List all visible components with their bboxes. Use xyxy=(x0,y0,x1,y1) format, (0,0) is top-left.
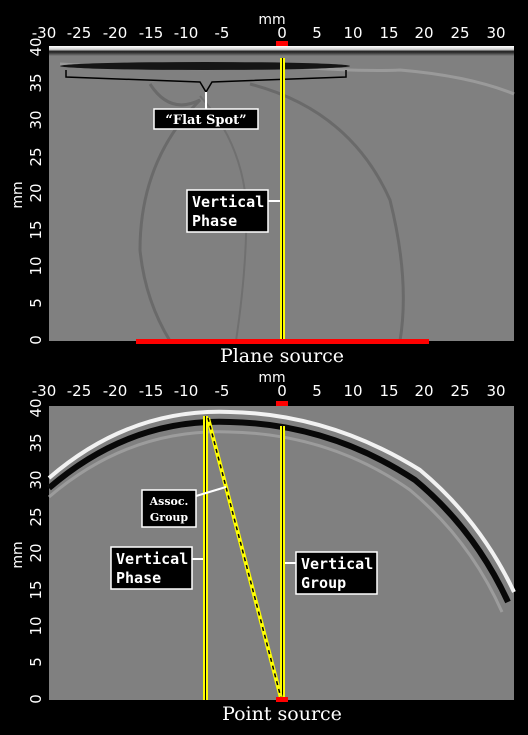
top-x-tick: 15 xyxy=(379,24,398,42)
top-x-tick-labels: -30 -25 -20 -15 -10 -5 0 5 10 15 20 25 3… xyxy=(32,24,506,42)
bottom-x-tick-labels: -30 -25 -20 -15 -10 -5 0 5 10 15 20 25 3… xyxy=(32,382,506,400)
top-x-tick: 20 xyxy=(414,24,433,42)
top-y-tick: 5 xyxy=(27,298,45,308)
bottom-x-tick: -20 xyxy=(103,382,128,400)
top-y-tick: 40 xyxy=(27,37,45,56)
bottom-x-tick: -5 xyxy=(215,382,230,400)
bottom-vertical-phase-text-2: Phase xyxy=(116,569,161,587)
bottom-vertical-phase-text-1: Vertical xyxy=(116,550,188,568)
bottom-x-tick: 30 xyxy=(486,382,505,400)
top-flat-spot xyxy=(60,62,350,70)
assoc-group-line-dash xyxy=(207,417,282,699)
top-y-axis-label: mm xyxy=(10,181,26,208)
bottom-y-tick: 25 xyxy=(27,507,45,526)
bottom-x-tick: -10 xyxy=(174,382,199,400)
top-x-tick: -20 xyxy=(103,24,128,42)
bottom-y-tick: 35 xyxy=(27,433,45,452)
bottom-vertical-group-label: Vertical Group xyxy=(295,551,378,595)
assoc-group-label: Assoc. Group xyxy=(141,489,197,528)
bottom-vertical-group-text-2: Group xyxy=(301,574,346,592)
top-y-tick: 30 xyxy=(27,110,45,129)
top-y-tick: 25 xyxy=(27,147,45,166)
assoc-group-text-1: Assoc. xyxy=(149,495,189,508)
flat-spot-label: “Flat Spot” xyxy=(153,108,259,130)
assoc-group-pointer xyxy=(195,486,227,497)
plane-source-bar xyxy=(136,339,429,344)
top-panel: mm -30 -25 -20 -15 -10 -5 0 5 10 15 20 2… xyxy=(10,12,515,367)
top-x-tick: -30 xyxy=(32,24,57,42)
top-plane-wavefront xyxy=(49,46,514,56)
bottom-wavefront-dark xyxy=(47,418,511,604)
top-y-tick: 10 xyxy=(27,256,45,275)
top-center-marker xyxy=(276,41,288,46)
top-x-tick: 5 xyxy=(312,24,322,42)
bottom-wavefront-white xyxy=(47,409,516,593)
bottom-center-marker xyxy=(276,401,288,406)
bottom-y-axis-label: mm xyxy=(10,541,26,568)
bottom-vertical-phase-label: Vertical Phase xyxy=(110,546,193,590)
point-source-marker xyxy=(276,697,288,702)
top-y-tick: 15 xyxy=(27,220,45,239)
top-y-tick: 0 xyxy=(27,335,45,345)
bottom-x-tick: 20 xyxy=(414,382,433,400)
bottom-x-tick: 15 xyxy=(379,382,398,400)
bottom-y-tick: 40 xyxy=(27,398,45,417)
top-x-tick: 0 xyxy=(277,24,287,42)
top-y-tick: 35 xyxy=(27,73,45,92)
bottom-x-tick: 10 xyxy=(343,382,362,400)
top-vertical-phase-text-1: Vertical xyxy=(192,193,264,211)
assoc-group-text-2: Group xyxy=(150,511,189,524)
top-diffraction-arc xyxy=(249,82,405,342)
top-x-tick: 10 xyxy=(343,24,362,42)
top-y-axis: mm 0 5 10 15 20 25 30 35 40 xyxy=(10,37,45,344)
bottom-x-axis-label: mm xyxy=(258,370,285,386)
flat-spot-text: “Flat Spot” xyxy=(165,113,246,128)
bottom-y-tick: 0 xyxy=(27,694,45,704)
bottom-x-tick: -15 xyxy=(139,382,164,400)
top-x-axis-label: mm xyxy=(258,12,285,28)
top-x-tick: -15 xyxy=(139,24,164,42)
bottom-y-axis: mm 0 5 10 15 20 25 30 35 40 xyxy=(10,398,45,703)
bottom-y-tick: 30 xyxy=(27,470,45,489)
bottom-y-tick: 5 xyxy=(27,657,45,667)
bottom-x-tick: 25 xyxy=(450,382,469,400)
top-x-tick: -25 xyxy=(67,24,92,42)
bottom-x-tick: -30 xyxy=(32,382,57,400)
bottom-caption: Point source xyxy=(222,703,342,725)
bottom-x-tick: -25 xyxy=(67,382,92,400)
top-x-tick: 30 xyxy=(486,24,505,42)
bottom-y-tick: 20 xyxy=(27,543,45,562)
top-vertical-phase-label: Vertical Phase xyxy=(186,189,269,233)
top-x-tick: 25 xyxy=(450,24,469,42)
top-x-tick: -10 xyxy=(174,24,199,42)
bottom-wavefront-trail xyxy=(48,430,504,613)
bottom-panel: mm -30 -25 -20 -15 -10 -5 0 5 10 15 20 2… xyxy=(10,370,516,725)
bottom-x-tick: 0 xyxy=(277,382,287,400)
top-caption: Plane source xyxy=(220,345,344,367)
bottom-y-tick: 15 xyxy=(27,580,45,599)
top-diffraction-arc xyxy=(138,83,202,342)
bottom-y-tick: 10 xyxy=(27,616,45,635)
bottom-x-tick: 5 xyxy=(312,382,322,400)
top-vertical-phase-text-2: Phase xyxy=(192,212,237,230)
top-y-tick: 20 xyxy=(27,183,45,202)
bottom-vertical-group-text-1: Vertical xyxy=(301,555,373,573)
top-x-tick: -5 xyxy=(215,24,230,42)
